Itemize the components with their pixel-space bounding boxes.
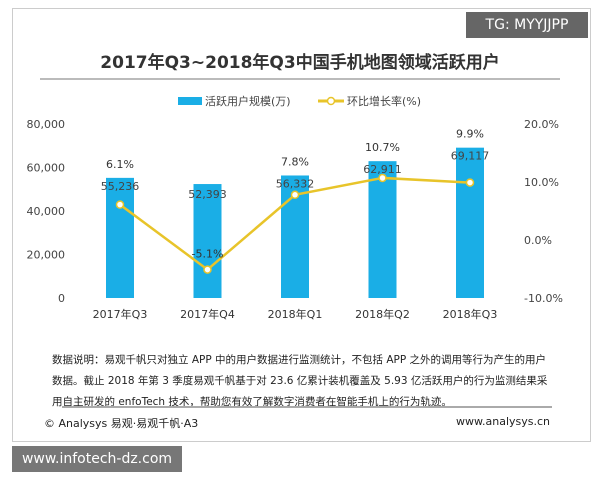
data-note: 数据说明：易观千帆只对独立 APP 中的用户数据进行监测统计，不包括 APP 之… xyxy=(52,354,548,408)
right-tick-label: 20.0% xyxy=(524,118,559,131)
growth-value-label: 10.7% xyxy=(365,141,400,154)
legend-bar-swatch xyxy=(178,97,202,105)
left-tick-label: 60,000 xyxy=(27,162,66,175)
bar xyxy=(106,177,134,298)
left-tick-label: 0 xyxy=(58,292,65,305)
legend-bar-label: 活跃用户规模(万) xyxy=(205,94,291,108)
bar-value-label: 56,332 xyxy=(276,177,315,190)
footer-divider xyxy=(62,406,552,408)
left-tick-label: 20,000 xyxy=(27,249,66,262)
growth-point xyxy=(115,200,125,209)
legend-line-label: 环比增长率(%) xyxy=(347,94,421,108)
bar-value-label: 62,911 xyxy=(363,163,402,176)
legend-line-marker xyxy=(326,96,336,106)
category-label: 2017年Q4 xyxy=(180,307,235,321)
bar xyxy=(193,184,222,298)
category-label: 2018年Q1 xyxy=(268,307,323,321)
website: www.analysys.cn xyxy=(456,415,550,428)
bar-value-label: 52,393 xyxy=(188,188,227,201)
bottom-watermark: www.infotech-dz.com xyxy=(12,446,182,472)
category-label: 2017年Q3 xyxy=(93,307,148,321)
bar-value-label: 69,117 xyxy=(451,150,490,163)
growth-point xyxy=(378,173,387,183)
growth-value-label: -5.1% xyxy=(192,248,224,261)
growth-point xyxy=(290,190,300,200)
left-tick-label: 80,000 xyxy=(27,118,66,131)
top-watermark: TG: MYYJJPP xyxy=(466,12,588,38)
growth-value-label: 6.1% xyxy=(106,158,134,171)
right-tick-label: 0.0% xyxy=(524,234,552,247)
bar-value-label: 55,236 xyxy=(101,180,140,193)
left-tick-label: 40,000 xyxy=(27,205,66,218)
copyright: © Analysys 易观·易观千帆·A3 xyxy=(44,417,199,430)
right-tick-label: -10.0% xyxy=(524,292,563,305)
growth-point xyxy=(465,178,475,187)
chart-svg: 0 20,000 40,000 60,000 80,000 -10.0% 0.0% 10.0%… xyxy=(27,94,563,321)
chart-title: 2017年Q3~2018年Q3中国手机地图领域活跃用户 xyxy=(100,53,500,73)
growth-point xyxy=(203,265,212,274)
title-divider xyxy=(40,78,560,80)
category-label: 2018年Q3 xyxy=(443,307,498,321)
growth-value-label: 7.8% xyxy=(281,155,309,168)
growth-value-label: 9.9% xyxy=(456,128,484,141)
right-tick-label: 10.0% xyxy=(524,176,559,189)
bar xyxy=(368,161,397,298)
category-label: 2018年Q2 xyxy=(355,307,410,321)
bar xyxy=(456,147,484,298)
